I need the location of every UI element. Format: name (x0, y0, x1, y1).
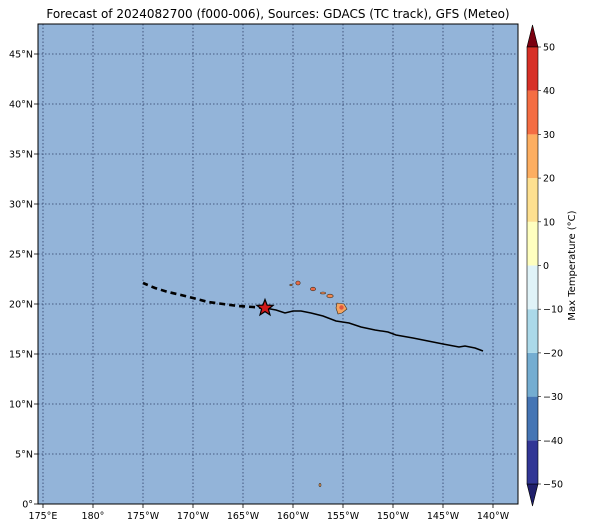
colorbar-segment (527, 47, 538, 91)
colorbar-segment (527, 178, 538, 222)
colorbar-tick-label: −50 (543, 480, 563, 491)
colorbar-segment (527, 309, 538, 353)
island-kauai (295, 280, 301, 286)
cyclone-track (142, 281, 484, 352)
island-small-atoll (318, 483, 322, 487)
lon-tick-label: 175°W (127, 511, 160, 522)
colorbar-tick-label: 10 (543, 217, 555, 228)
colorbar-segment (527, 440, 538, 484)
colorbar-tick-label: −30 (543, 392, 563, 403)
lon-tick-label: 150°W (377, 511, 410, 522)
colorbar-tick-label: 40 (543, 86, 555, 97)
ocean-area (38, 24, 518, 504)
hawaiian-islands (289, 280, 348, 487)
lon-tick-label: 170°W (177, 511, 210, 522)
lat-tick-label: 15°N (9, 350, 33, 361)
lat-tick-label: 0° (22, 500, 33, 511)
colorbar-tick-label: 50 (543, 43, 555, 54)
map-frame (37, 23, 519, 505)
island-niihau (289, 283, 293, 287)
colorbar-segment (527, 396, 538, 441)
longitude-ticks: 175°E 180° 175°W 170°W 165°W 160°W 155°W 150°W 1… (29, 504, 510, 522)
colorbar-tick-label: −10 (543, 305, 563, 316)
lon-tick-label: 165°W (227, 511, 260, 522)
lon-tick-label: 160°W (277, 511, 310, 522)
lon-tick-label: 155°W (327, 511, 360, 522)
lat-tick-label: 35°N (9, 150, 33, 161)
colorbar-over-arrow (526, 24, 539, 48)
lat-tick-label: 25°N (9, 250, 33, 261)
colorbar-tick-label: 20 (543, 174, 555, 185)
colorbar-segment (527, 352, 538, 397)
current-position-star-icon (255, 297, 275, 317)
island-oahu (310, 286, 316, 292)
colorbar-under-arrow (526, 483, 539, 507)
colorbar-segment (527, 134, 538, 179)
colorbar-tick-label: −20 (543, 348, 563, 359)
colorbar-segment (527, 90, 538, 135)
lon-tick-label: 140°W (477, 511, 510, 522)
colorbar-segment (527, 221, 538, 266)
latitude-ticks: 0° 5°N 10°N 15°N 20°N 25°N 30°N 35°N 40°N 45°N (9, 50, 38, 511)
colorbar-tick-label: −40 (543, 436, 563, 447)
colorbar-tick-label: 0 (543, 261, 549, 272)
lat-tick-label: 20°N (9, 300, 33, 311)
colorbar-label: Max Temperature (°C) (567, 210, 578, 320)
island-molokai (320, 291, 326, 295)
lat-tick-label: 40°N (9, 100, 33, 111)
island-maui (326, 293, 334, 299)
colorbar-tick-label: 30 (543, 130, 555, 141)
colorbar-segment (527, 265, 538, 310)
lon-tick-label: 145°W (427, 511, 460, 522)
past-track-line (264, 307, 484, 352)
lat-tick-label: 10°N (9, 400, 33, 411)
temperature-colorbar: −50 −40 −30 −20 −10 0 10 20 30 40 50 Max Temperatur… (526, 24, 578, 507)
island-hot-spot (339, 305, 344, 310)
lat-tick-label: 30°N (9, 200, 33, 211)
lat-tick-label: 5°N (15, 450, 33, 461)
lon-tick-label: 180° (82, 511, 105, 522)
forecast-track-line (142, 281, 266, 310)
map-title: Forecast of 2024082700 (f000-006), Sourc… (46, 7, 510, 21)
lon-tick-label: 175°E (29, 511, 58, 522)
lat-tick-label: 45°N (9, 50, 33, 61)
